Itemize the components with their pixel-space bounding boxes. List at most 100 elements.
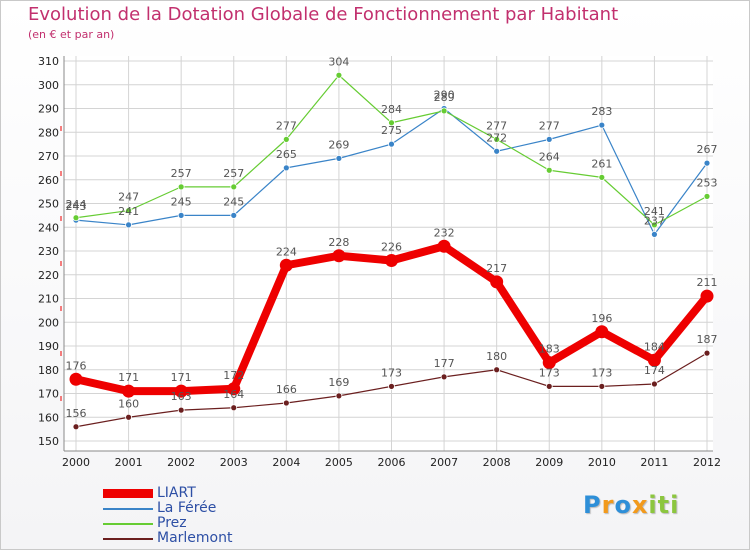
data-point — [177, 406, 185, 414]
data-label: 272 — [486, 131, 507, 144]
data-point — [437, 239, 451, 253]
data-point — [388, 140, 395, 148]
data-label: 257 — [223, 167, 244, 180]
data-point — [598, 121, 606, 129]
legend-swatch — [103, 522, 153, 525]
y-tick-label: 150 — [38, 435, 59, 448]
data-label: 232 — [434, 226, 455, 239]
data-point — [125, 413, 132, 421]
data-point — [230, 183, 238, 191]
data-label: 173 — [591, 366, 612, 379]
y-tick-label: 290 — [38, 103, 59, 116]
data-label: 264 — [539, 150, 560, 163]
data-label: 226 — [381, 241, 402, 254]
chart-subtitle: (en € et par an) — [28, 28, 115, 41]
x-tick-label: 2000 — [62, 456, 90, 469]
data-point — [598, 382, 606, 390]
logo-letter: i — [670, 491, 680, 519]
data-point — [545, 382, 553, 390]
x-tick-label: 2004 — [272, 456, 300, 469]
data-point — [177, 183, 185, 191]
legend-swatch — [103, 537, 153, 540]
legend-item: La Férée — [103, 501, 232, 516]
data-point — [125, 207, 132, 215]
data-point — [385, 254, 398, 267]
y-tick-label: 190 — [38, 340, 59, 353]
data-point — [595, 325, 609, 339]
data-label: 156 — [66, 407, 87, 420]
data-point — [230, 404, 238, 412]
data-point — [388, 119, 395, 127]
data-point — [651, 221, 658, 229]
data-label: 228 — [328, 236, 349, 249]
y-tick-label: 250 — [38, 198, 59, 211]
logo-letter: o — [614, 491, 632, 519]
data-label: 257 — [171, 167, 192, 180]
proxiti-logo: Proxiti — [583, 491, 679, 519]
y-tick-label: 270 — [38, 150, 59, 163]
y-tick-label: 260 — [38, 174, 59, 187]
y-tick-label: 220 — [38, 269, 59, 282]
data-label: 290 — [434, 89, 455, 102]
logo-letter: P — [583, 491, 602, 519]
data-label: 166 — [276, 383, 297, 396]
legend-swatch — [103, 507, 153, 510]
legend-label: Prez — [157, 515, 187, 531]
data-label: 277 — [276, 119, 297, 132]
data-label: 176 — [66, 359, 87, 372]
y-tick-label: 230 — [38, 245, 59, 258]
data-label: 172 — [223, 369, 244, 382]
data-point — [651, 380, 658, 388]
data-point — [335, 154, 343, 162]
x-tick-label: 2010 — [588, 456, 616, 469]
chart-title: Evolution de la Dotation Globale de Fonc… — [28, 4, 619, 25]
data-point — [230, 211, 238, 219]
data-point — [282, 164, 290, 172]
data-point — [279, 258, 293, 272]
data-label: 245 — [171, 195, 192, 208]
data-point — [703, 192, 711, 200]
data-point — [542, 356, 556, 370]
data-label: 243 — [66, 200, 87, 213]
data-label: 211 — [697, 276, 718, 289]
data-label: 160 — [118, 397, 139, 410]
data-point — [493, 366, 501, 374]
data-point — [282, 135, 290, 143]
data-point — [72, 423, 80, 431]
data-point — [440, 107, 448, 115]
data-label: 283 — [591, 105, 612, 118]
data-point — [545, 166, 553, 174]
data-label: 171 — [171, 371, 192, 384]
data-label: 284 — [381, 103, 402, 116]
data-point — [490, 275, 504, 289]
data-label: 169 — [328, 376, 349, 389]
data-point — [598, 173, 606, 181]
data-label: 253 — [697, 176, 718, 189]
data-label: 183 — [539, 343, 560, 356]
data-label: 224 — [276, 245, 297, 258]
data-label: 304 — [328, 55, 349, 68]
logo-letter: r — [601, 491, 615, 519]
data-label: 277 — [539, 119, 560, 132]
chart-legend: LIART La Férée Prez Marlemont — [103, 486, 232, 546]
data-point — [177, 211, 185, 219]
data-label: 245 — [223, 195, 244, 208]
data-point — [440, 373, 448, 381]
y-tick-label: 170 — [38, 388, 59, 401]
x-tick-label: 2011 — [640, 456, 668, 469]
y-tick-label: 280 — [38, 126, 59, 139]
data-label: 261 — [591, 157, 612, 170]
legend-item: Marlemont — [103, 531, 232, 546]
data-label: 163 — [171, 390, 192, 403]
data-point — [703, 349, 711, 357]
legend-label: Marlemont — [157, 530, 233, 546]
y-tick-label: 310 — [38, 55, 59, 68]
data-label: 247 — [118, 191, 139, 204]
data-label: 171 — [118, 371, 139, 384]
data-label: 177 — [434, 357, 455, 370]
logo-letter: i — [648, 491, 658, 519]
x-tick-label: 2002 — [167, 456, 195, 469]
data-point — [332, 249, 346, 263]
